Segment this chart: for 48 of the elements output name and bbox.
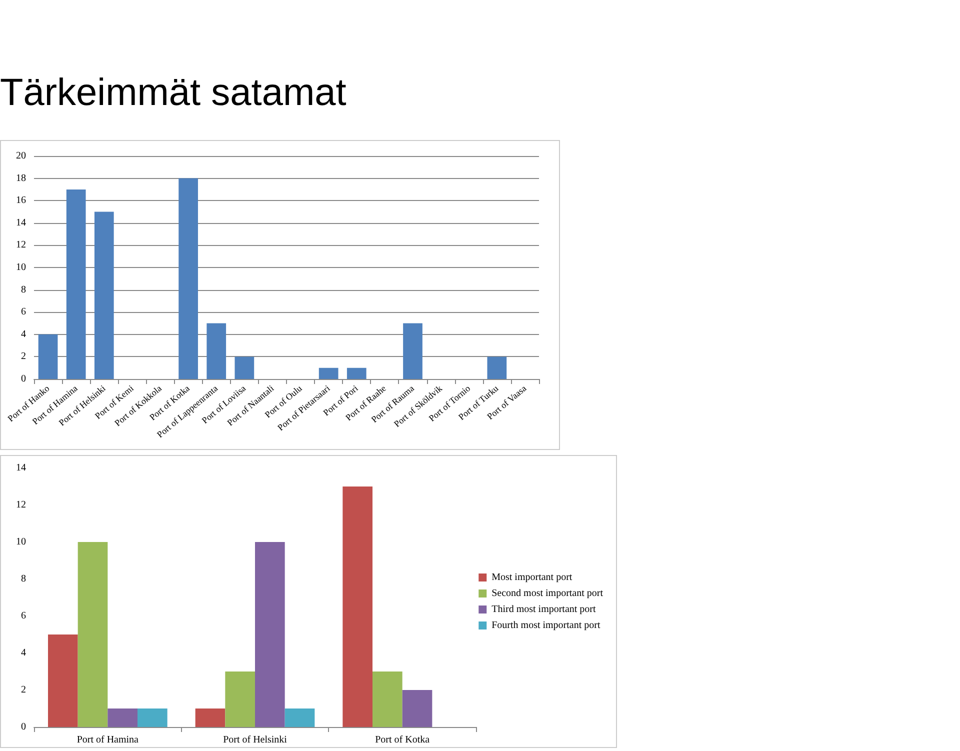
bar	[284, 708, 315, 727]
bar	[342, 486, 372, 727]
y-tick-label: 10	[16, 262, 26, 273]
y-tick-label: 18	[16, 172, 26, 184]
bar	[372, 672, 402, 727]
bar	[48, 634, 78, 727]
y-tick-label: 12	[16, 240, 26, 251]
bar	[487, 356, 507, 379]
y-tick-label: 2	[21, 684, 26, 696]
bar	[66, 189, 86, 379]
bar	[402, 690, 432, 727]
y-tick-label: 14	[16, 462, 26, 474]
x-tick-label: Port of Helsinki	[223, 734, 288, 746]
bar	[108, 708, 138, 727]
y-tick-label: 2	[21, 351, 26, 362]
bar	[178, 178, 198, 379]
y-tick-label: 8	[21, 284, 26, 296]
legend-label: Fourth most important port	[492, 620, 600, 631]
bar	[346, 368, 366, 379]
y-tick-label: 6	[21, 610, 26, 622]
bar	[78, 542, 108, 727]
bar	[38, 334, 58, 379]
bar	[138, 708, 168, 727]
bar	[255, 542, 285, 727]
y-tick-label: 12	[16, 500, 26, 510]
x-tick-label: Port of Kotka	[375, 734, 430, 746]
x-tick-label: Port of Hamina	[76, 734, 140, 746]
y-tick-label: 4	[21, 648, 26, 658]
legend-label: Third most important port	[492, 604, 596, 615]
y-tick-label: 14	[16, 217, 26, 228]
bar	[234, 356, 254, 379]
y-tick-label: 0	[21, 722, 26, 732]
legend-label: Second most important port	[492, 588, 604, 599]
y-tick-label: 20	[16, 150, 26, 162]
bar	[318, 368, 338, 379]
y-tick-label: 6	[21, 306, 26, 318]
bar	[206, 323, 226, 379]
bar	[225, 672, 255, 727]
y-tick-label: 8	[21, 574, 26, 584]
y-tick-label: 10	[16, 536, 26, 548]
y-tick-label: 0	[21, 374, 26, 384]
bar	[94, 212, 114, 379]
bar	[195, 708, 226, 727]
y-tick-label: 16	[16, 195, 26, 206]
y-tick-label: 4	[21, 328, 26, 340]
bar	[403, 323, 422, 379]
chart-title: Tärkeimmät satamat	[0, 72, 346, 115]
legend-label: Most important port	[492, 572, 572, 583]
